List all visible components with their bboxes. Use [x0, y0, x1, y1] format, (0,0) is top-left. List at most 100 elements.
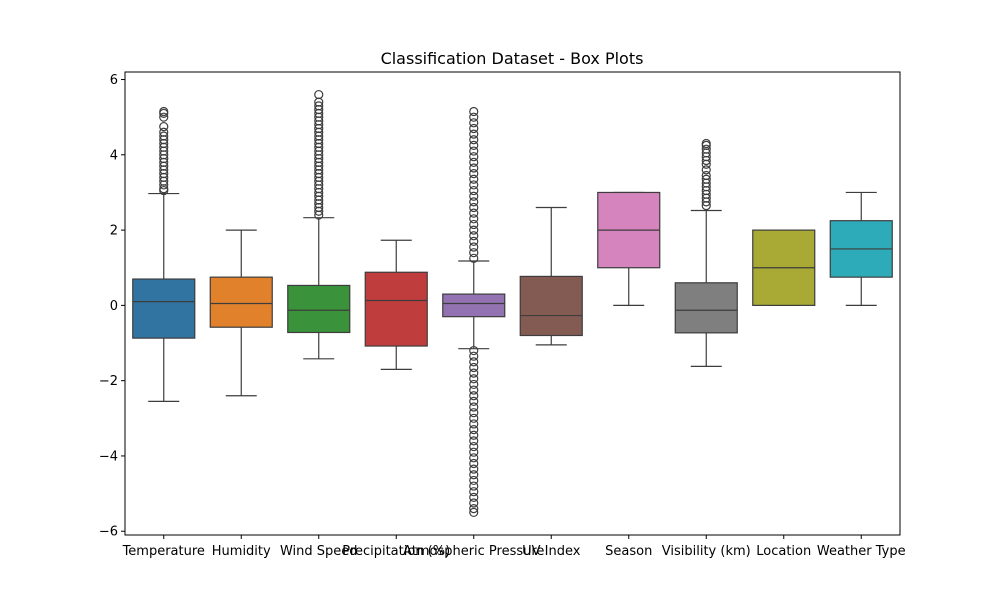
outlier-point [701, 174, 711, 184]
outlier-point [469, 231, 479, 241]
box-body [519, 275, 583, 337]
y-tick-label: 0 [110, 299, 118, 314]
outlier-point [469, 419, 479, 429]
box-group [674, 138, 738, 367]
y-tick-label: 2 [110, 224, 118, 239]
y-tick-label: 4 [110, 148, 118, 163]
outlier-point [701, 165, 711, 175]
outlier-point [469, 345, 479, 356]
outlier-point [469, 135, 479, 145]
y-tick-label: −4 [99, 449, 118, 464]
outlier-point [314, 101, 324, 111]
outlier-point [469, 242, 479, 252]
outlier-point [469, 185, 479, 196]
outlier-point [469, 413, 479, 423]
plot-frame [124, 71, 901, 536]
outlier-point [701, 138, 711, 149]
outlier-point [469, 458, 479, 469]
outlier-point [469, 425, 479, 435]
outlier-point [469, 236, 479, 246]
outlier-point [469, 430, 479, 440]
box-group [519, 206, 583, 346]
outlier-point [469, 197, 479, 207]
outlier-point [159, 106, 169, 117]
outlier-point [469, 402, 479, 412]
outlier-point [469, 152, 479, 162]
outlier-point [469, 453, 479, 463]
outlier-point [469, 140, 479, 151]
outlier-point [469, 436, 479, 446]
outlier-point [469, 487, 479, 497]
outlier-point [469, 248, 479, 258]
box-body [364, 271, 428, 347]
outlier-point [159, 131, 169, 141]
outlier-point [469, 123, 479, 134]
outlier-point [469, 214, 479, 224]
box-group [597, 191, 661, 306]
outlier-point [469, 464, 479, 474]
outlier-point [469, 492, 479, 502]
outlier-point [469, 357, 479, 367]
outlier-point [469, 408, 479, 418]
outlier-point [469, 163, 479, 173]
outlier-point [469, 379, 479, 390]
box-body [287, 284, 351, 334]
outlier-point [469, 507, 479, 518]
outlier-point [469, 396, 479, 406]
box-group [752, 229, 816, 306]
x-tick-label: Weather Type [817, 544, 906, 559]
outlier-point [159, 121, 169, 132]
x-tick-label: Humidity [212, 544, 271, 559]
box-body [442, 293, 506, 318]
y-axis: −6 −4 −2 0 2 4 6 [99, 73, 125, 540]
outlier-point [314, 89, 324, 100]
outlier-point [469, 385, 479, 395]
outlier-point [469, 362, 479, 373]
box-group [287, 89, 351, 360]
outlier-point [469, 157, 479, 167]
outlier-point [469, 368, 479, 378]
outlier-point [469, 441, 479, 452]
box-body [209, 276, 273, 328]
outlier-point [469, 169, 479, 179]
y-tick-label: −6 [99, 525, 118, 540]
outlier-point [701, 170, 711, 181]
outlier-point [469, 470, 479, 480]
x-tick-label: Season [605, 544, 652, 559]
outlier-point [469, 118, 479, 128]
box-body [674, 282, 738, 334]
outlier-point [469, 106, 479, 117]
outlier-point [469, 498, 479, 508]
boxes-layer [132, 89, 893, 518]
outlier-point [469, 180, 479, 190]
x-tick-label: Visibility (km) [662, 544, 751, 559]
outlier-point [469, 174, 479, 184]
x-tick-label: Location [756, 544, 811, 559]
box-group [442, 106, 506, 518]
outlier-point [469, 351, 479, 361]
outlier-point [469, 146, 479, 156]
box-group [829, 191, 893, 306]
outlier-point [469, 504, 479, 514]
y-tick-label: 6 [110, 73, 118, 88]
x-tick-label: Wind Speed [280, 544, 358, 559]
outlier-point [469, 475, 479, 486]
outlier-point [469, 219, 479, 230]
outlier-point [701, 144, 711, 154]
x-tick-label: Precipitation (%) [342, 544, 450, 559]
x-axis: Temperature Humidity Wind SpeedPrecipitati… [122, 535, 906, 559]
outlier-point [469, 447, 479, 457]
outlier-point [469, 191, 479, 201]
x-tick-label: UV Index [522, 544, 581, 559]
outlier-point [469, 225, 479, 235]
outlier-point [469, 129, 479, 139]
x-tick-label: Temperature [122, 544, 205, 559]
box-group [364, 239, 428, 370]
outlier-point [469, 391, 479, 401]
outlier-point [469, 208, 479, 218]
outlier-point [469, 253, 479, 263]
chart-title: Classification Dataset - Box Plots [381, 49, 644, 68]
outlier-point [469, 112, 479, 122]
x-tick-label: Atmospheric Pressure [403, 544, 544, 559]
